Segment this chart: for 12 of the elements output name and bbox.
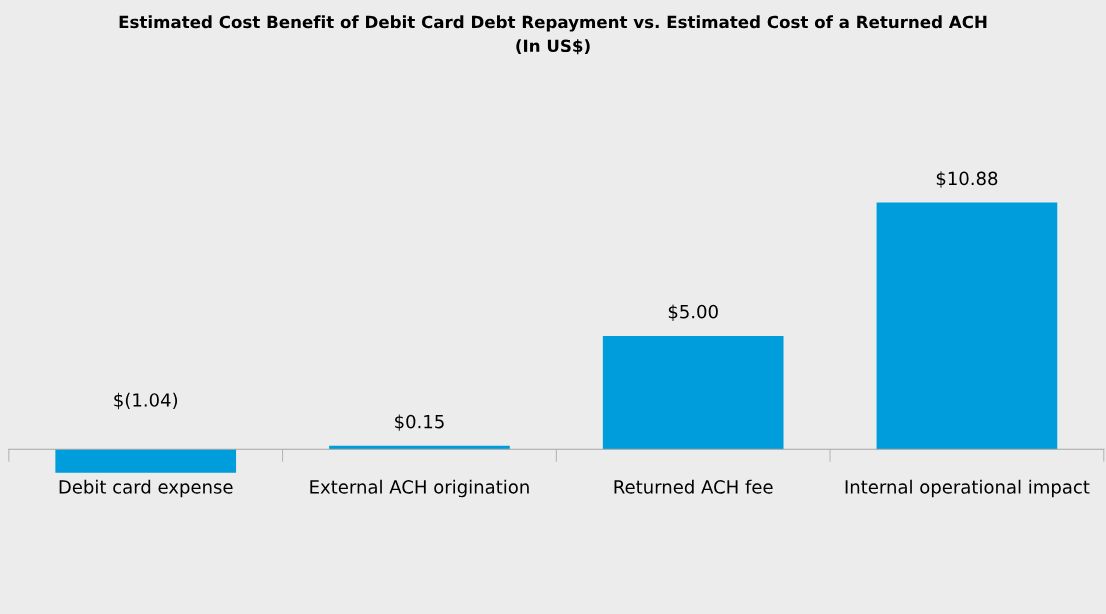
x-tick-label: Internal operational impact: [845, 479, 1090, 498]
x-tick-label: Returned ACH fee: [614, 479, 773, 494]
data-label: $(1.04): [114, 392, 178, 410]
data-label: $10.88: [936, 171, 998, 188]
x-tick-label: External ACH origination: [310, 479, 529, 498]
data-label: $5.00: [668, 304, 718, 321]
bar: [876, 202, 1058, 450]
chart-title: Estimated Cost Benefit of Debit Card Debt Repayment vs. Estimated Cost of a Returned ACH (In US$): [119, 15, 987, 55]
bar: [602, 335, 784, 450]
bar: [55, 449, 237, 473]
x-tick-label: Debit card expense: [59, 479, 233, 498]
data-label: $0.15: [395, 414, 444, 431]
